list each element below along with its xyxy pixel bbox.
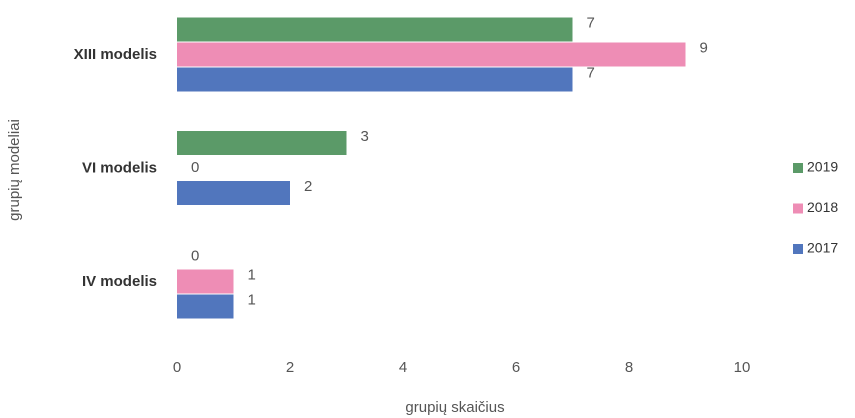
x-tick-label: 10 [734, 359, 751, 376]
data-label: 1 [248, 291, 256, 308]
legend-label: 2017 [807, 240, 838, 256]
data-label: 1 [248, 266, 256, 283]
bar [177, 131, 347, 155]
data-label: 7 [587, 14, 595, 31]
x-tick-label: 6 [512, 359, 520, 376]
data-label: 3 [361, 128, 369, 145]
data-label: 0 [191, 159, 199, 176]
bar [177, 67, 573, 92]
y-tick-label: XIII modelis [74, 46, 157, 63]
y-axis-label: grupių modeliai [6, 119, 23, 221]
x-tick-label: 2 [286, 359, 294, 376]
bar [177, 294, 234, 319]
legend-label: 2019 [807, 159, 838, 175]
bar [177, 17, 573, 42]
y-tick-label: IV modelis [82, 273, 157, 290]
bar [177, 269, 234, 294]
data-label: 2 [304, 178, 312, 195]
x-tick-label: 4 [399, 359, 407, 376]
data-label: 9 [700, 39, 708, 56]
x-axis-label: grupių skaičius [405, 399, 504, 416]
data-label: 0 [191, 247, 199, 264]
legend-swatch [793, 203, 803, 214]
x-tick-label: 8 [625, 359, 633, 376]
bar [177, 181, 290, 205]
legend-swatch [793, 244, 803, 254]
bar [177, 42, 686, 67]
legend-swatch [793, 163, 803, 173]
legend-label: 2018 [807, 199, 838, 215]
data-label: 7 [587, 64, 595, 81]
y-tick-label: VI modelis [82, 159, 157, 176]
x-tick-label: 0 [173, 359, 181, 376]
